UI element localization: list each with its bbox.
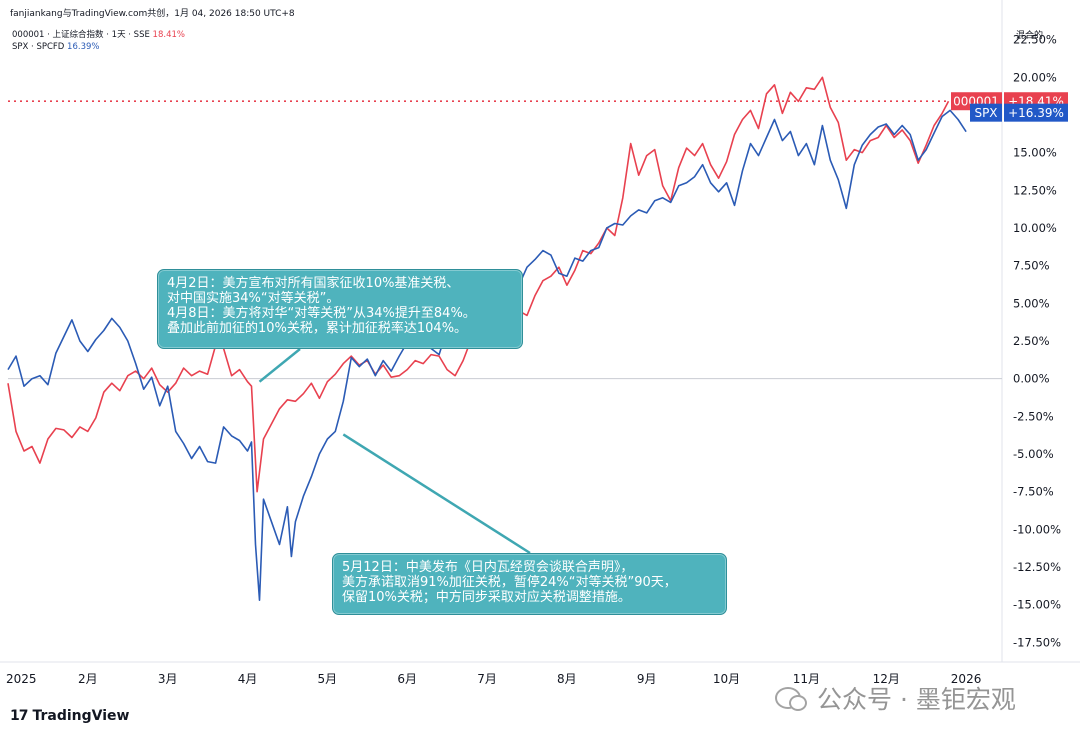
annotation-geneva-statement[interactable]: 5月12日：中美发布《日内瓦经贸会谈联合声明》， 美方承诺取消91%加征关税，暂…: [332, 553, 727, 615]
y-tick-label: 5.00%: [1013, 296, 1050, 310]
y-tick-label: 10.00%: [1013, 221, 1057, 235]
y-tick-label: -10.00%: [1013, 522, 1061, 536]
tradingview-logo[interactable]: 17 TradingView: [10, 708, 129, 724]
legend-item-spx[interactable]: SPX · SPCFD 16.39%: [12, 42, 99, 52]
y-tick-label: 7.50%: [1013, 259, 1050, 273]
annotation-line: 4月2日：美方宣布对所有国家征收10%基准关税、: [167, 276, 460, 291]
badge-name-spx-text: SPX: [974, 106, 997, 120]
x-tick-label: 12月: [873, 672, 900, 686]
annotation-connector: [258, 348, 301, 383]
legend-value-000001: 18.41%: [152, 30, 185, 40]
x-tick-label: 8月: [557, 672, 577, 686]
x-tick-label: 3月: [158, 672, 178, 686]
legend-value-spx: 16.39%: [67, 42, 100, 52]
y-tick-label: -12.50%: [1013, 560, 1061, 574]
y-tick-label: 12.50%: [1013, 183, 1057, 197]
x-tick-label: 4月: [238, 672, 258, 686]
tradingview-mark-icon: 17: [10, 708, 29, 724]
chart-header: fanjiankang与TradingView.com共创，1月 04, 202…: [10, 9, 295, 19]
x-tick-label: 7月: [477, 672, 497, 686]
x-tick-label: 9月: [637, 672, 657, 686]
x-tick-label: 2025: [6, 672, 37, 686]
legend-label-000001: 000001 · 上证综合指数 · 1天 · SSE: [12, 30, 150, 40]
y-tick-label: -15.00%: [1013, 598, 1061, 612]
annotation-line: 美方承诺取消91%加征关税，暂停24%“对等关税”90天，: [342, 575, 677, 590]
annotation-line: 对中国实施34%“对等关税”。: [167, 291, 340, 306]
x-tick-label: 6月: [397, 672, 417, 686]
x-tick-label: 11月: [793, 672, 820, 686]
badge-value-spx: [1004, 103, 1068, 122]
badge-name-spx: [970, 103, 1002, 122]
annotation-line: 叠加此前加征的10%关税，累计加征税率达104%。: [167, 321, 468, 336]
y-tick-label: -7.50%: [1013, 485, 1054, 499]
y-tick-label: 15.00%: [1013, 146, 1057, 160]
annotation-connector: [342, 433, 531, 555]
annotation-line: 保留10%关税；中方同步采取对应关税调整措施。: [342, 590, 631, 605]
annotation-april-tariffs[interactable]: 4月2日：美方宣布对所有国家征收10%基准关税、 对中国实施34%“对等关税”。…: [157, 269, 523, 349]
y-tick-label: 22.50%: [1013, 33, 1057, 47]
badge-value-spx-text: +16.39%: [1008, 106, 1064, 120]
annotation-line: 5月12日：中美发布《日内瓦经贸会谈联合声明》，: [342, 560, 634, 575]
wechat-watermark: 公众号 · 墨钜宏观: [775, 680, 1016, 716]
x-tick-label: 5月: [318, 672, 338, 686]
legend-item-000001[interactable]: 000001 · 上证综合指数 · 1天 · SSE 18.41%: [12, 28, 185, 40]
y-tick-label: 2.50%: [1013, 334, 1050, 348]
y-tick-label: 20.00%: [1013, 70, 1057, 84]
watermark-text: 公众号 · 墨钜宏观: [817, 685, 1016, 714]
legend-label-spx: SPX · SPCFD: [12, 42, 65, 52]
x-tick-label: 10月: [713, 672, 740, 686]
x-tick-label: 2月: [78, 672, 98, 686]
y-tick-label: -5.00%: [1013, 447, 1054, 461]
x-tick-label: 2026: [951, 672, 982, 686]
price-axis-title: 混合的: [1016, 31, 1044, 41]
y-tick-label: -2.50%: [1013, 409, 1054, 423]
annotation-line: 4月8日：美方将对华“对等关税”从34%提升至84%。: [167, 306, 476, 321]
tradingview-wordmark: TradingView: [32, 708, 130, 724]
y-tick-label: -17.50%: [1013, 635, 1061, 649]
y-tick-label: 0.00%: [1013, 372, 1050, 386]
wechat-icon: [775, 687, 807, 711]
